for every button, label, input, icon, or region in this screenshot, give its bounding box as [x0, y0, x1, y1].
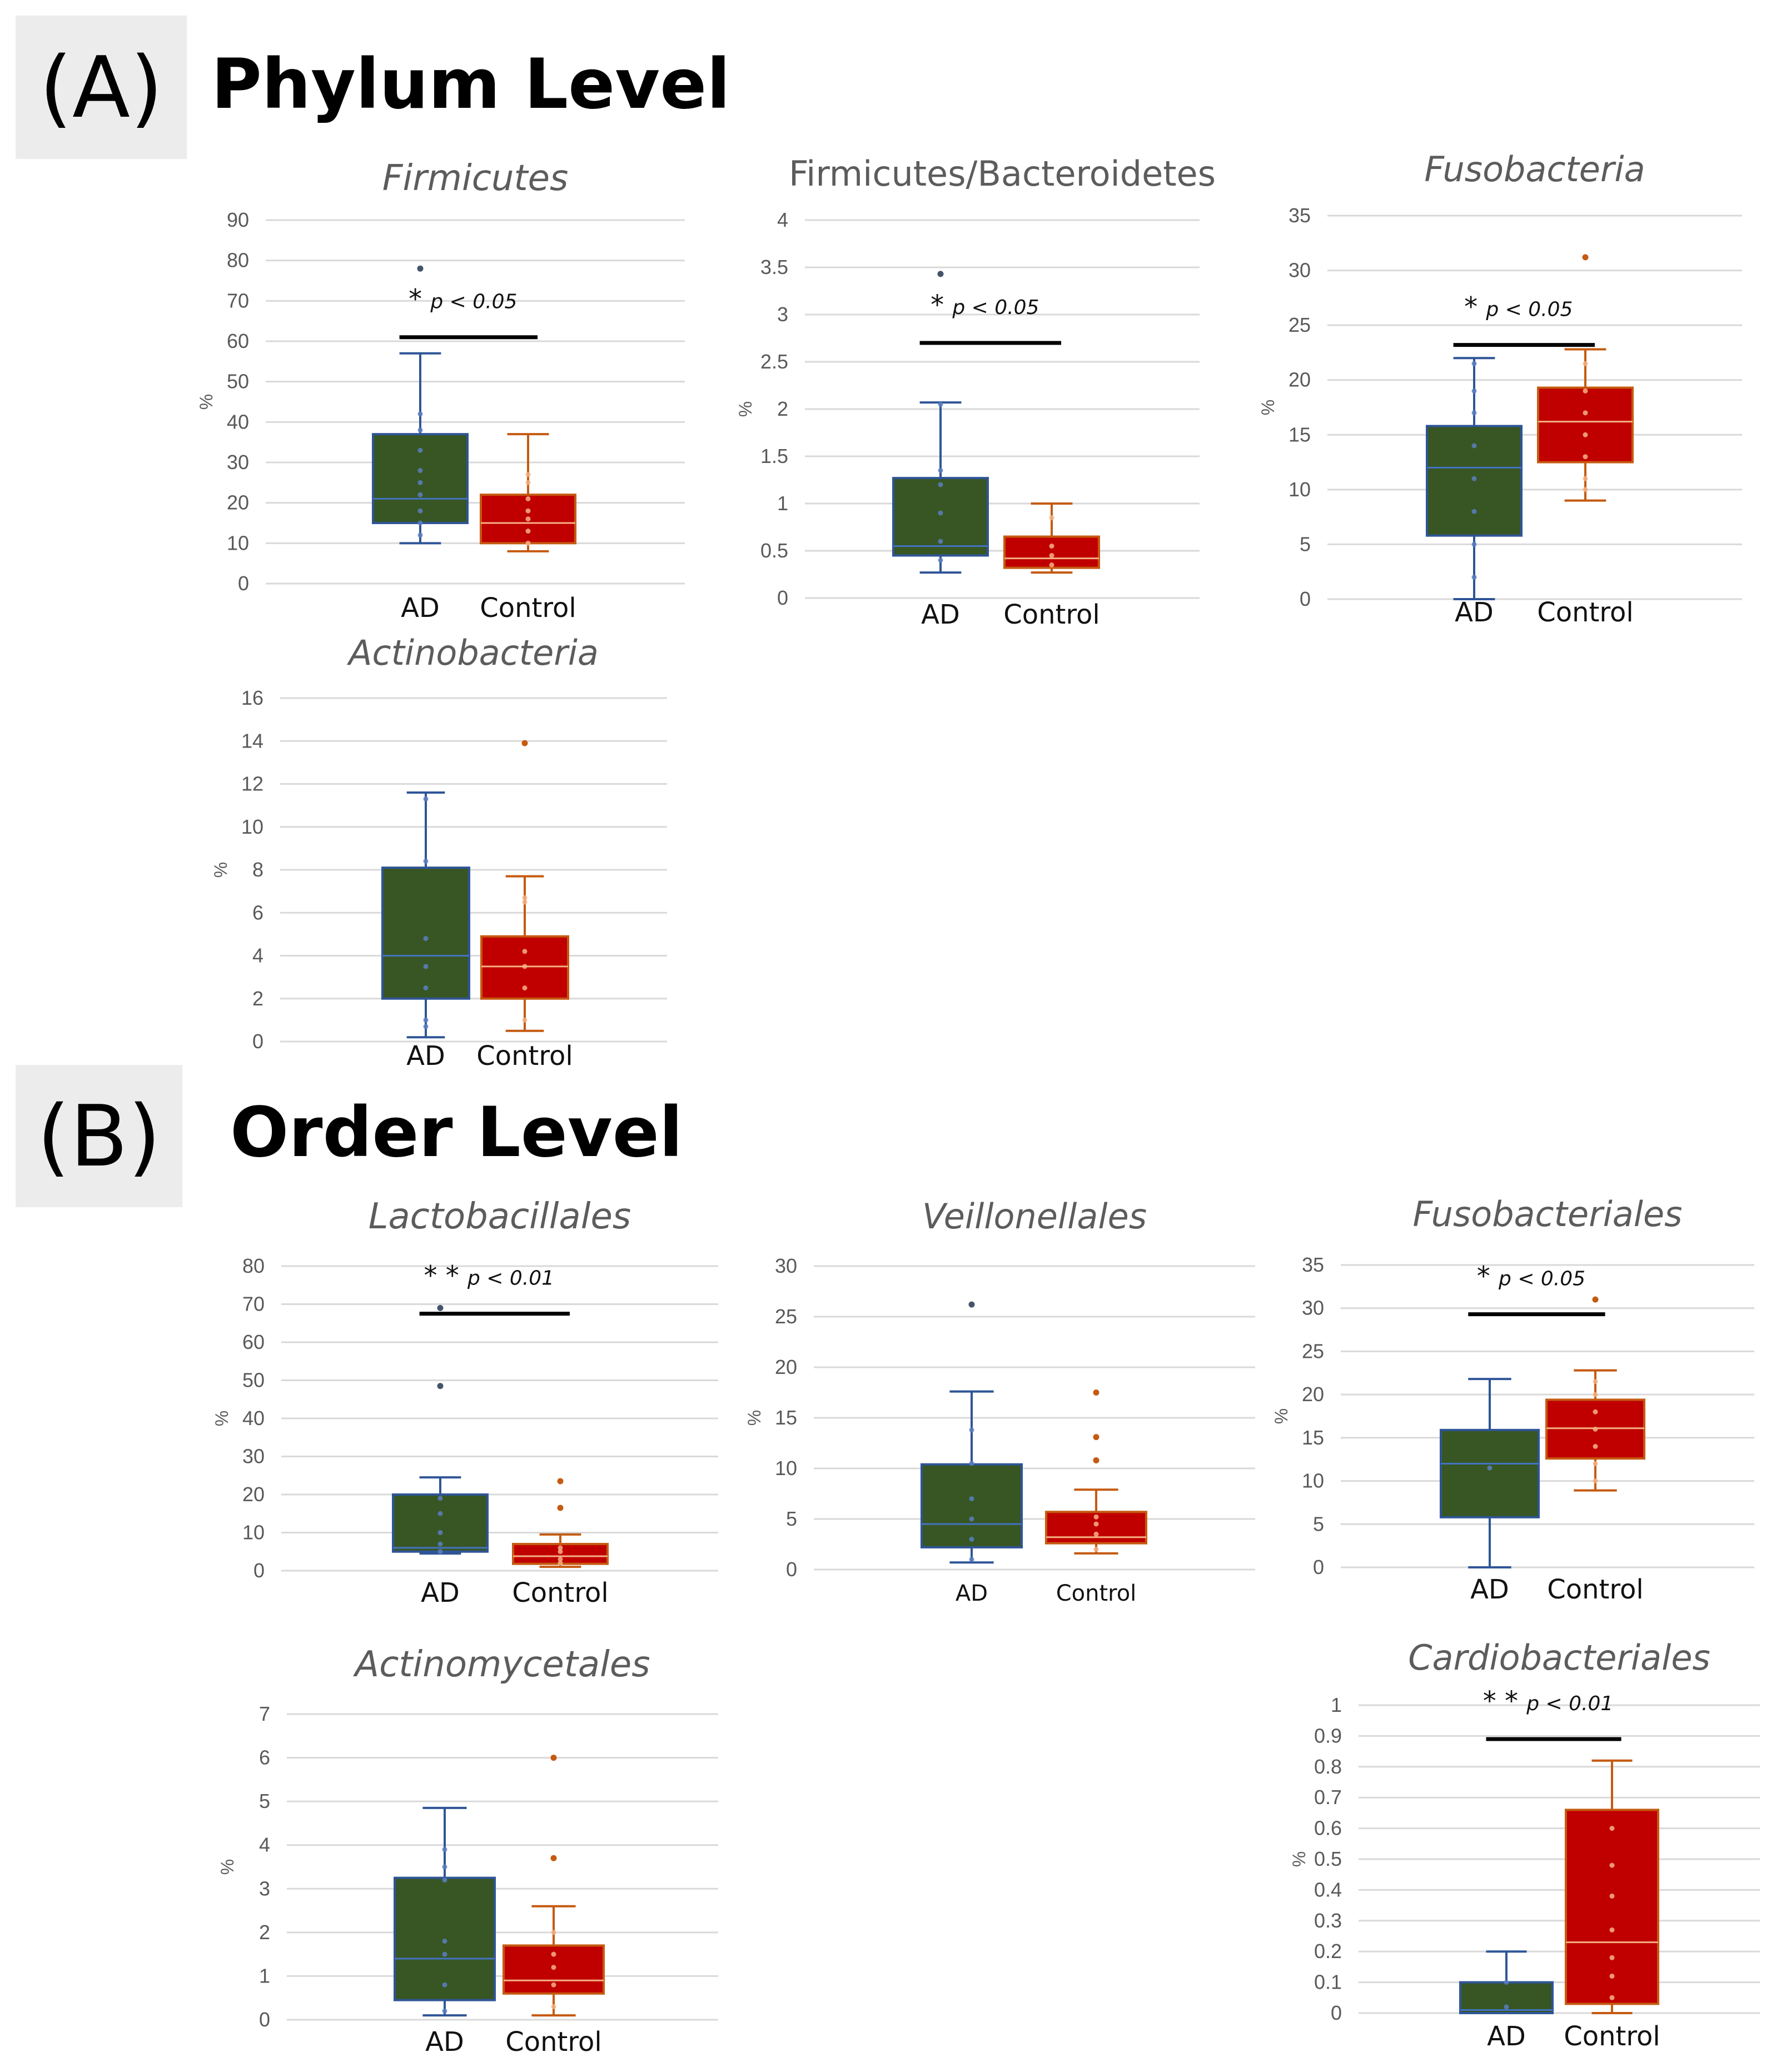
firmicutes-ad-point — [417, 532, 423, 538]
firmicutes-control-point — [525, 496, 531, 501]
firmicutes-ad-point — [417, 492, 423, 497]
firmicutes-ytick-label: 70 — [227, 289, 249, 312]
firmicutes-ytick-label: 40 — [227, 410, 249, 433]
firmicutes-ad-point — [417, 480, 423, 485]
section-a-title: Phylum Level — [211, 44, 730, 124]
firmicutes-control-category-label: Control — [480, 592, 576, 624]
firmicutes-ad-point — [417, 508, 423, 514]
firmicutes-ad-outlier — [417, 265, 424, 272]
firmicutes-ad-category-label: AD — [401, 592, 440, 624]
firmicutes-control-point — [525, 540, 531, 546]
firmicutes-control-point — [525, 508, 531, 514]
firmicutes-ad-point — [417, 411, 423, 417]
firmicutes-ad-point — [417, 427, 423, 433]
firmicutes-ad-point — [417, 468, 423, 474]
firmicutes-control-point — [525, 516, 531, 522]
firmicutes-ad-point — [417, 520, 423, 526]
firmicutes-ad-point — [417, 447, 423, 453]
firmicutes-ytick-label: 30 — [227, 451, 249, 474]
firmicutes-ytick-label: 80 — [227, 249, 249, 272]
firmicutes-control-point — [525, 480, 531, 485]
firmicutes-control-point — [525, 472, 531, 477]
firmicutes-ytick-label: 0 — [238, 572, 249, 595]
firmicutes-control-point — [525, 529, 531, 534]
firmicutes-significance-label: * p < 0.05 — [409, 284, 517, 315]
firmicutes-ytick-label: 90 — [227, 208, 249, 231]
firmicutes-ytick-label: 20 — [227, 491, 249, 514]
firmicutes-ytick-label: 50 — [227, 370, 249, 393]
section-b-label: (B) — [16, 1065, 182, 1207]
section-a-label: (A) — [16, 16, 187, 159]
firmicutes-title: Firmicutes — [382, 158, 569, 199]
section-b-title: Order Level — [230, 1093, 683, 1173]
firmicutes-ytick-label: 10 — [227, 531, 249, 554]
firmicutes-ytick-label: 60 — [227, 330, 249, 352]
firmicutes-y-axis-label: % — [196, 394, 216, 410]
